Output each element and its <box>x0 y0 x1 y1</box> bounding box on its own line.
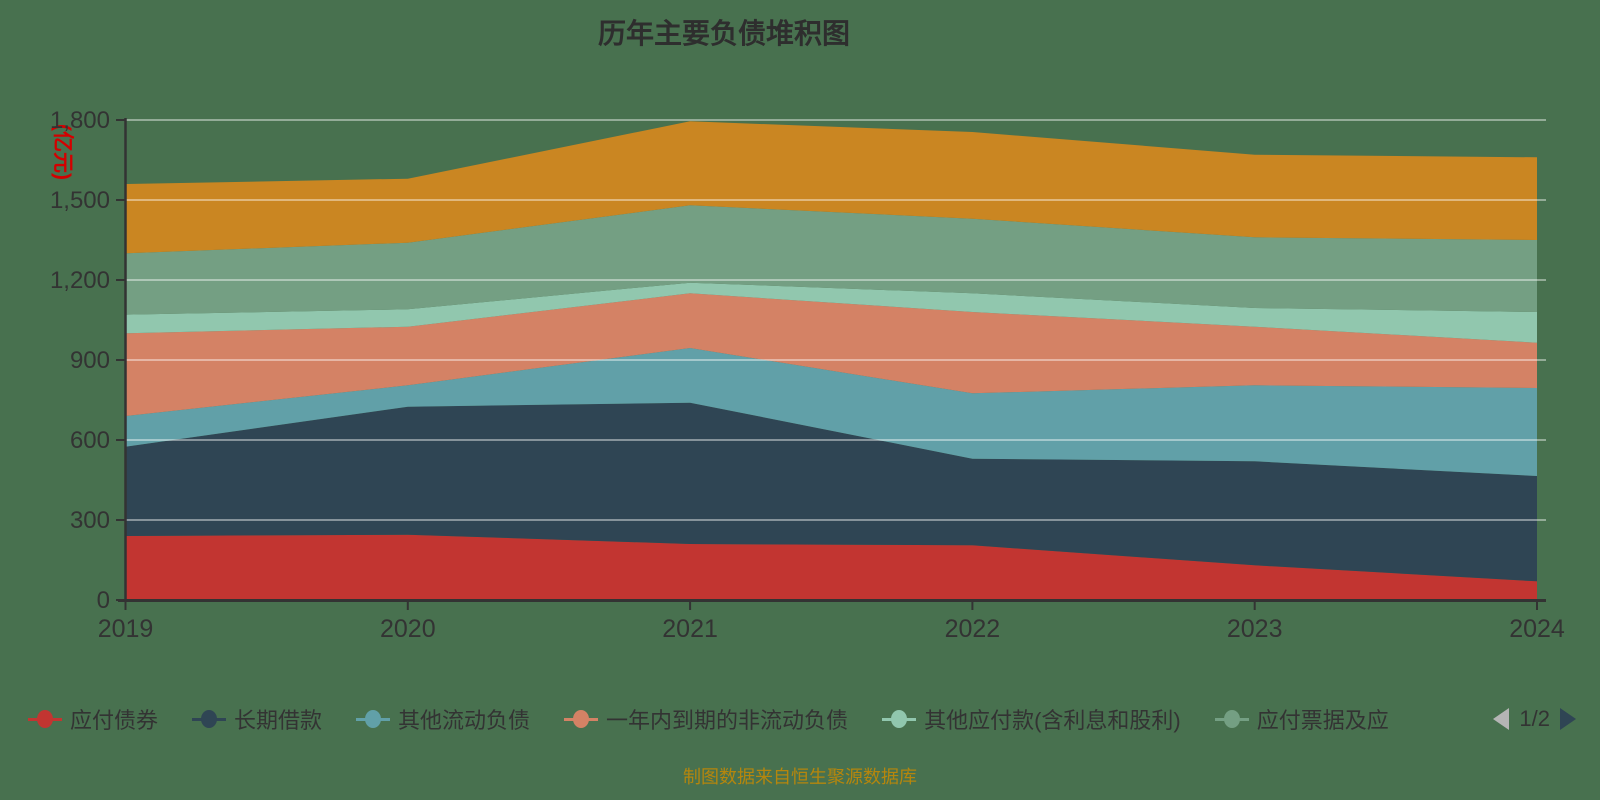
y-axis-label-600: 600 <box>70 427 110 454</box>
x-axis-label-2021: 2021 <box>662 615 718 643</box>
area-series-应付票据及应[interactable] <box>125 205 1538 315</box>
y-axis-label-1,200: 1,200 <box>50 267 110 294</box>
legend-label: 一年内到期的非流动负债 <box>606 708 849 733</box>
legend-item-其他应付款(含利息和股利)[interactable]: 其他应付款(含利息和股利) <box>882 703 1181 735</box>
legend-marker-icon <box>564 710 599 728</box>
x-axis-label-2019: 2019 <box>98 615 154 643</box>
legend-marker-icon <box>1214 710 1249 728</box>
y-axis-label-1,500: 1,500 <box>50 187 110 214</box>
legend-item-长期借款[interactable]: 长期借款 <box>192 703 322 735</box>
area-series-page2-6[interactable] <box>125 121 1538 254</box>
legend-label: 应付债券 <box>70 708 159 733</box>
y-axis-label-0: 0 <box>97 587 110 614</box>
area-series-其他流动负债[interactable] <box>125 348 1538 476</box>
x-axis-label-2022: 2022 <box>945 615 1001 643</box>
x-axis-label-2024: 2024 <box>1509 615 1565 643</box>
legend-label: 应付票据及应 <box>1256 708 1389 733</box>
area-series-长期借款[interactable] <box>125 402 1538 582</box>
legend-label: 其他流动负债 <box>398 708 531 733</box>
y-axis-label-300: 300 <box>70 507 110 534</box>
legend-item-一年内到期的非流动负债[interactable]: 一年内到期的非流动负债 <box>564 703 848 735</box>
legend-label: 其他应付款(含利息和股利) <box>924 708 1181 733</box>
x-axis-label-2020: 2020 <box>380 615 436 643</box>
x-axis-label-2023: 2023 <box>1227 615 1283 643</box>
data-source-note: 制图数据来自恒生聚源数据库 <box>683 767 917 787</box>
area-series-应付债券[interactable] <box>125 534 1538 600</box>
y-axis-label-900: 900 <box>70 347 110 374</box>
chart-title: 历年主要负债堆积图 <box>597 18 851 49</box>
legend-item-应付债券[interactable]: 应付债券 <box>28 703 158 735</box>
next-page-icon[interactable] <box>1560 708 1576 730</box>
legend-page-indicator: 1/2 <box>1519 706 1550 731</box>
legend-label: 长期借款 <box>234 708 323 733</box>
legend-item-应付票据及应[interactable]: 应付票据及应 <box>1214 703 1389 735</box>
prev-page-icon[interactable] <box>1493 708 1510 730</box>
area-series-其他应付款(含利息和股利)[interactable] <box>125 282 1538 343</box>
y-axis-label-1,800: 1,800 <box>50 107 110 134</box>
legend-marker-icon <box>356 710 391 728</box>
legend-marker-icon <box>28 710 62 728</box>
stacked-area-chart: 0 300 600 900 1,200 1,500 1,800 2019 2020 2021 202… <box>50 107 1565 643</box>
legend-marker-icon <box>192 710 227 728</box>
legend-pagination: 1/2 <box>1493 706 1576 732</box>
legend-marker-icon <box>882 710 917 728</box>
area-series-一年内到期的非流动负债[interactable] <box>125 293 1538 416</box>
legend: 应付债券 长期借款 其他流动负债 一年内到期的非流动负债 其他应付款(含利息和股利) 应付… <box>28 700 1576 738</box>
legend-item-其他流动负债[interactable]: 其他流动负债 <box>356 703 530 735</box>
